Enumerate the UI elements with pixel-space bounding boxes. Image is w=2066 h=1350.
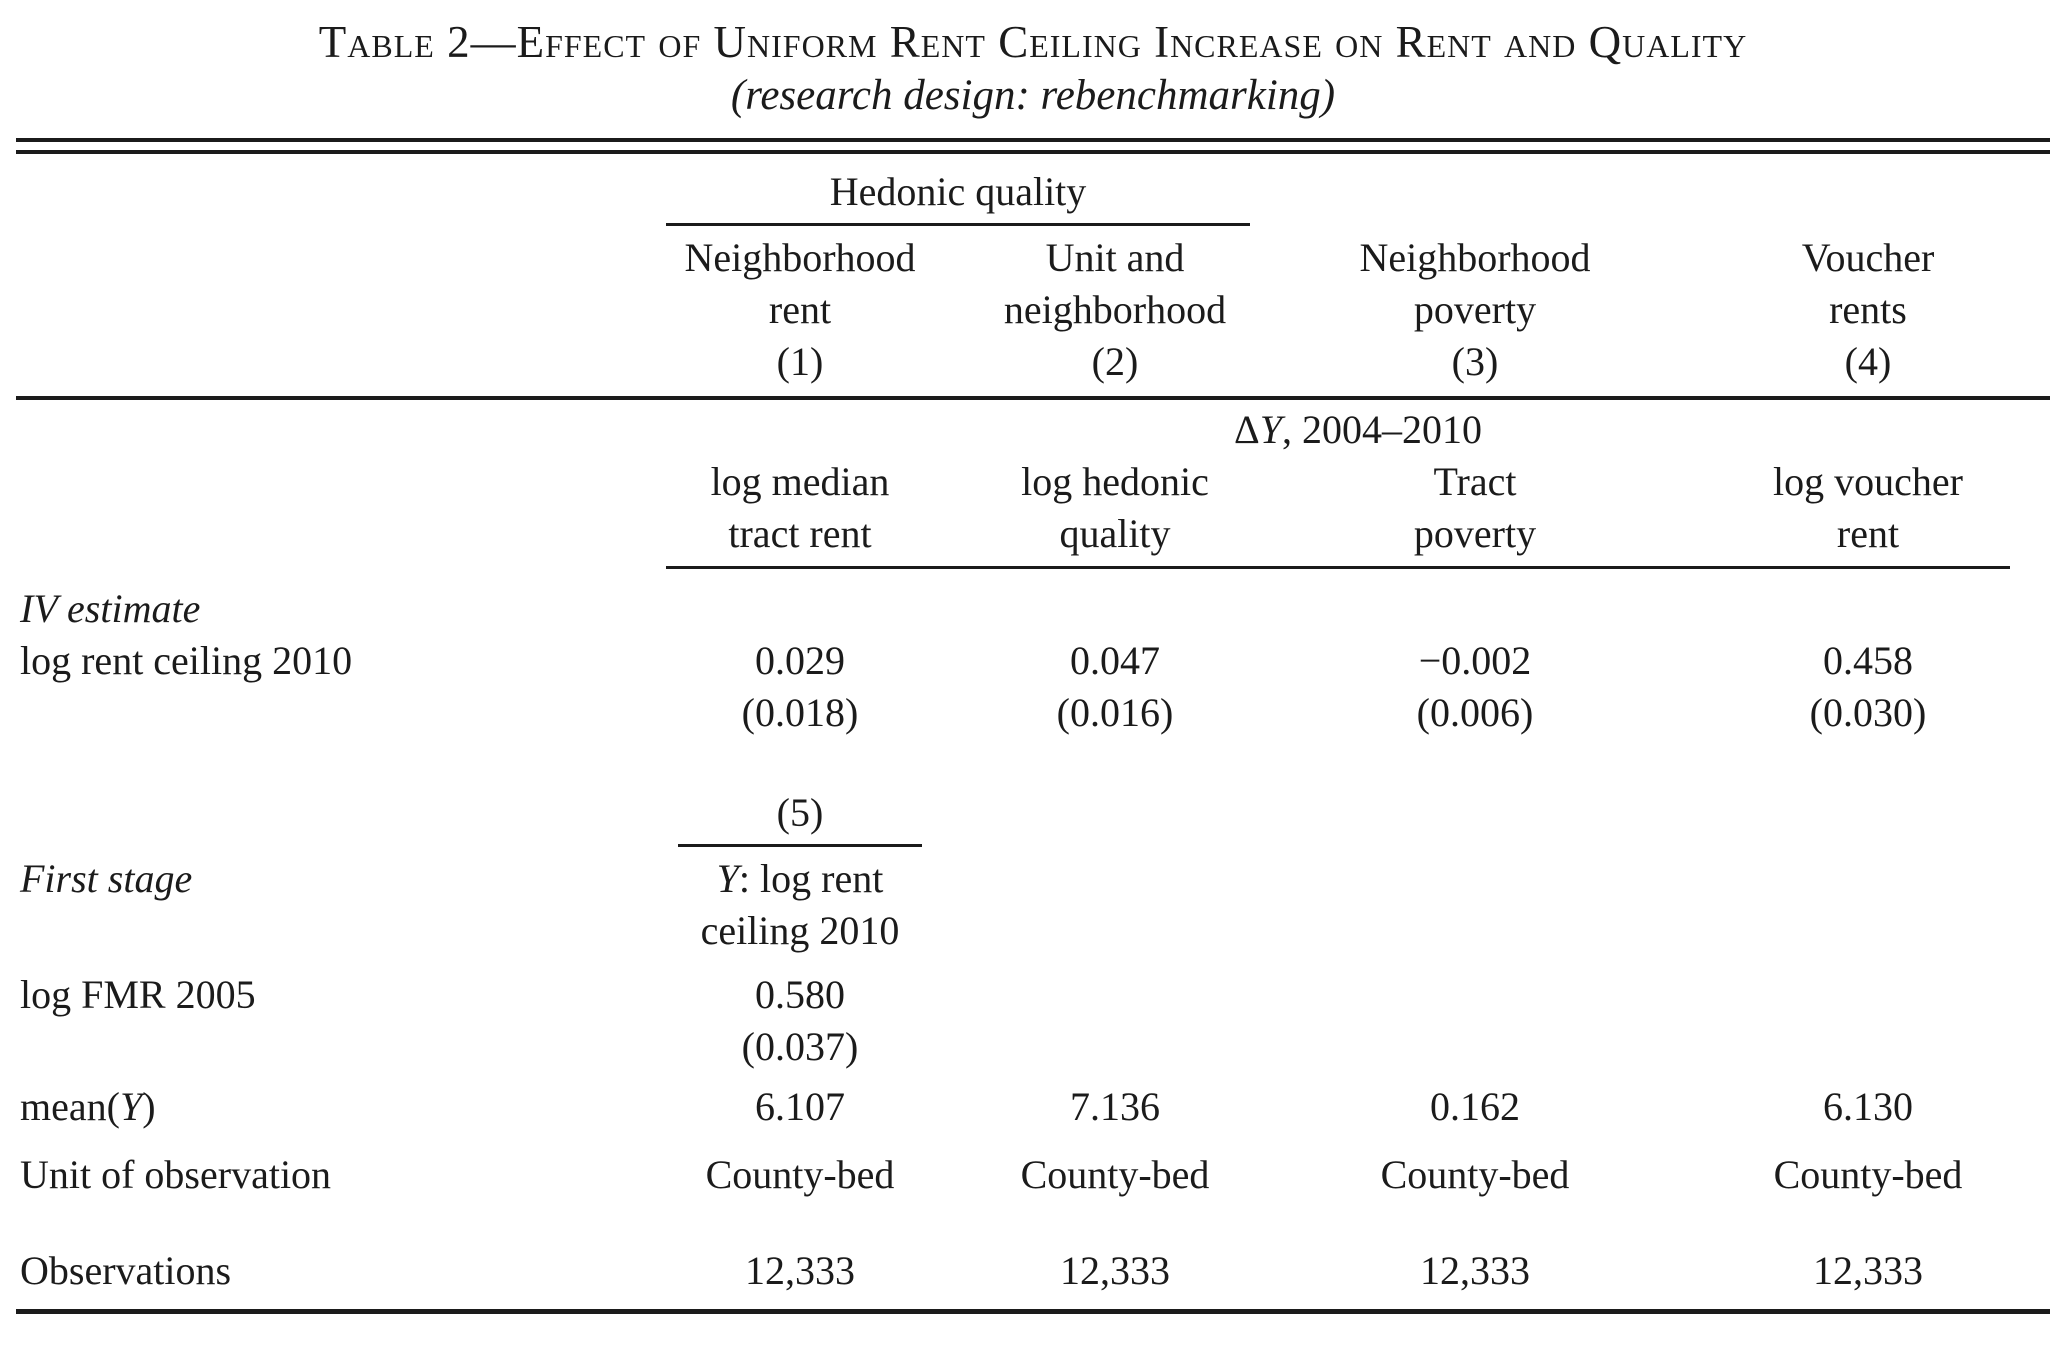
column5-number: (5) [678, 787, 922, 847]
column5-cell: (5) [650, 787, 950, 847]
iv-coefficient-row: log rent ceiling 2010 0.029 0.047 −0.002… [0, 635, 2066, 687]
coefficient-value: −0.002 [1418, 638, 1532, 683]
first-stage-dep-var-text: : log rent [738, 856, 884, 901]
unit-row-label: Unit of observation [20, 1152, 332, 1197]
mean-value: 7.136 [1070, 1084, 1160, 1129]
iv-section-row: IV estimate [0, 583, 2066, 635]
iv-row-label: log rent ceiling 2010 [20, 638, 353, 683]
observations-value: 12,333 [745, 1248, 855, 1293]
coefficient-value: 0.047 [1070, 638, 1160, 683]
observations-row-label: Observations [20, 1248, 232, 1293]
table-subtitle: (research design: rebenchmarking) [730, 72, 1336, 119]
y-variable: Y [716, 856, 739, 901]
column-number: (1) [776, 339, 824, 384]
y-variable: Y [119, 1084, 143, 1129]
std-error-value: (0.037) [741, 1024, 859, 1069]
iv-section-label: IV estimate [20, 586, 201, 631]
mean-label-text: mean( [20, 1084, 120, 1129]
column-header-line: Neighborhood [684, 235, 916, 280]
first-stage-row-label: log FMR 2005 [20, 972, 256, 1017]
first-stage-section-label: First stage [20, 856, 193, 901]
column-header-3: Neighborhood poverty (3) [1280, 232, 1670, 388]
dep-var-header-1: log median tract rent [650, 456, 950, 560]
y-variable: Y [1259, 407, 1282, 452]
first-stage-stderr-row: (0.037) [0, 1021, 2066, 1073]
table-title: Table 2—Effect of Uniform Rent Ceiling I… [318, 17, 1748, 67]
column-header-line: Unit and [1045, 235, 1185, 280]
std-error-value: (0.018) [741, 690, 859, 735]
dy-panel-row: ΔY, 2004–2010 [0, 404, 2066, 456]
dy-panel-label: ΔY, 2004–2010 [650, 404, 2066, 456]
column-group-label: Hedonic quality [666, 166, 1250, 226]
column-header-2: Unit and neighborhood (2) [950, 232, 1280, 388]
column5-row: (5) [0, 787, 2066, 847]
column-number: (4) [1844, 339, 1892, 384]
dep-var-rule [666, 566, 2010, 569]
column-header-line: neighborhood [1003, 287, 1227, 332]
first-stage-dep-var-line: ceiling 2010 [700, 908, 900, 953]
column-header-line: Neighborhood [1359, 235, 1591, 280]
delta-glyph: Δ [1234, 407, 1260, 452]
dep-var-line: log median [710, 459, 890, 504]
mean-value: 6.130 [1823, 1084, 1913, 1129]
unit-row: Unit of observation County-bed County-be… [0, 1149, 2066, 1201]
dep-var-header-row: log median tract rent log hedonic qualit… [0, 456, 2066, 560]
dep-var-line: log hedonic [1021, 459, 1209, 504]
mean-row-label: mean(Y) [0, 1081, 650, 1133]
dy-years: , 2004–2010 [1281, 407, 1482, 452]
std-error-value: (0.006) [1416, 690, 1534, 735]
coefficient-value: 0.580 [755, 972, 845, 1017]
first-stage-dep-var-line: Y: log rent [650, 853, 950, 905]
column-header-line: poverty [1413, 287, 1537, 332]
top-double-rule [16, 138, 2050, 154]
column-header-line: rent [768, 287, 832, 332]
unit-value: County-bed [1380, 1152, 1570, 1197]
bottom-rule [16, 1309, 2050, 1314]
coefficient-value: 0.029 [755, 638, 845, 683]
dep-var-header-4: log voucher rent [1670, 456, 2066, 560]
dep-var-line: rent [1836, 511, 1900, 556]
column-header-4: Voucher rents (4) [1670, 232, 2066, 388]
std-error-value: (0.030) [1809, 690, 1927, 735]
mean-value: 6.107 [755, 1084, 845, 1129]
dep-var-line: log voucher [1773, 459, 1963, 504]
header-rule [16, 396, 2050, 400]
observations-value: 12,333 [1420, 1248, 1530, 1293]
dep-var-header-3: Tract poverty [1280, 456, 1670, 560]
dep-var-line: quality [1059, 511, 1171, 556]
dep-var-line: Tract [1433, 459, 1517, 504]
unit-value: County-bed [705, 1152, 895, 1197]
observations-row: Observations 12,333 12,333 12,333 12,333 [0, 1245, 2066, 1297]
dep-var-line: poverty [1413, 511, 1537, 556]
column-group-cell: Hedonic quality [650, 166, 1280, 226]
column-number: (2) [1091, 339, 1139, 384]
column-header-row: Neighborhood rent (1) Unit and neighborh… [0, 232, 2066, 388]
std-error-value: (0.016) [1056, 690, 1174, 735]
dep-var-rule-row [0, 560, 2066, 569]
observations-value: 12,333 [1060, 1248, 1170, 1293]
column-header-1: Neighborhood rent (1) [650, 232, 950, 388]
coefficient-value: 0.458 [1823, 638, 1913, 683]
dep-var-line: tract rent [728, 511, 872, 556]
column-header-line: rents [1829, 287, 1907, 332]
mean-row: mean(Y) 6.107 7.136 0.162 6.130 [0, 1081, 2066, 1133]
unit-value: County-bed [1773, 1152, 1963, 1197]
observations-value: 12,333 [1813, 1248, 1923, 1293]
dep-var-header-2: log hedonic quality [950, 456, 1280, 560]
iv-stderr-row: (0.018) (0.016) (0.006) (0.030) [0, 687, 2066, 739]
first-stage-coefficient-row: log FMR 2005 0.580 [0, 969, 2066, 1021]
column-header-line: Voucher [1801, 235, 1935, 280]
mean-label-text: ) [142, 1084, 156, 1129]
mean-value: 0.162 [1430, 1084, 1520, 1129]
column-number: (3) [1451, 339, 1499, 384]
unit-value: County-bed [1020, 1152, 1210, 1197]
first-stage-header-row: First stage Y: log rent ceiling 2010 [0, 853, 2066, 957]
first-stage-dep-var: Y: log rent ceiling 2010 [650, 853, 950, 957]
column-group-row: Hedonic quality [0, 166, 2066, 226]
